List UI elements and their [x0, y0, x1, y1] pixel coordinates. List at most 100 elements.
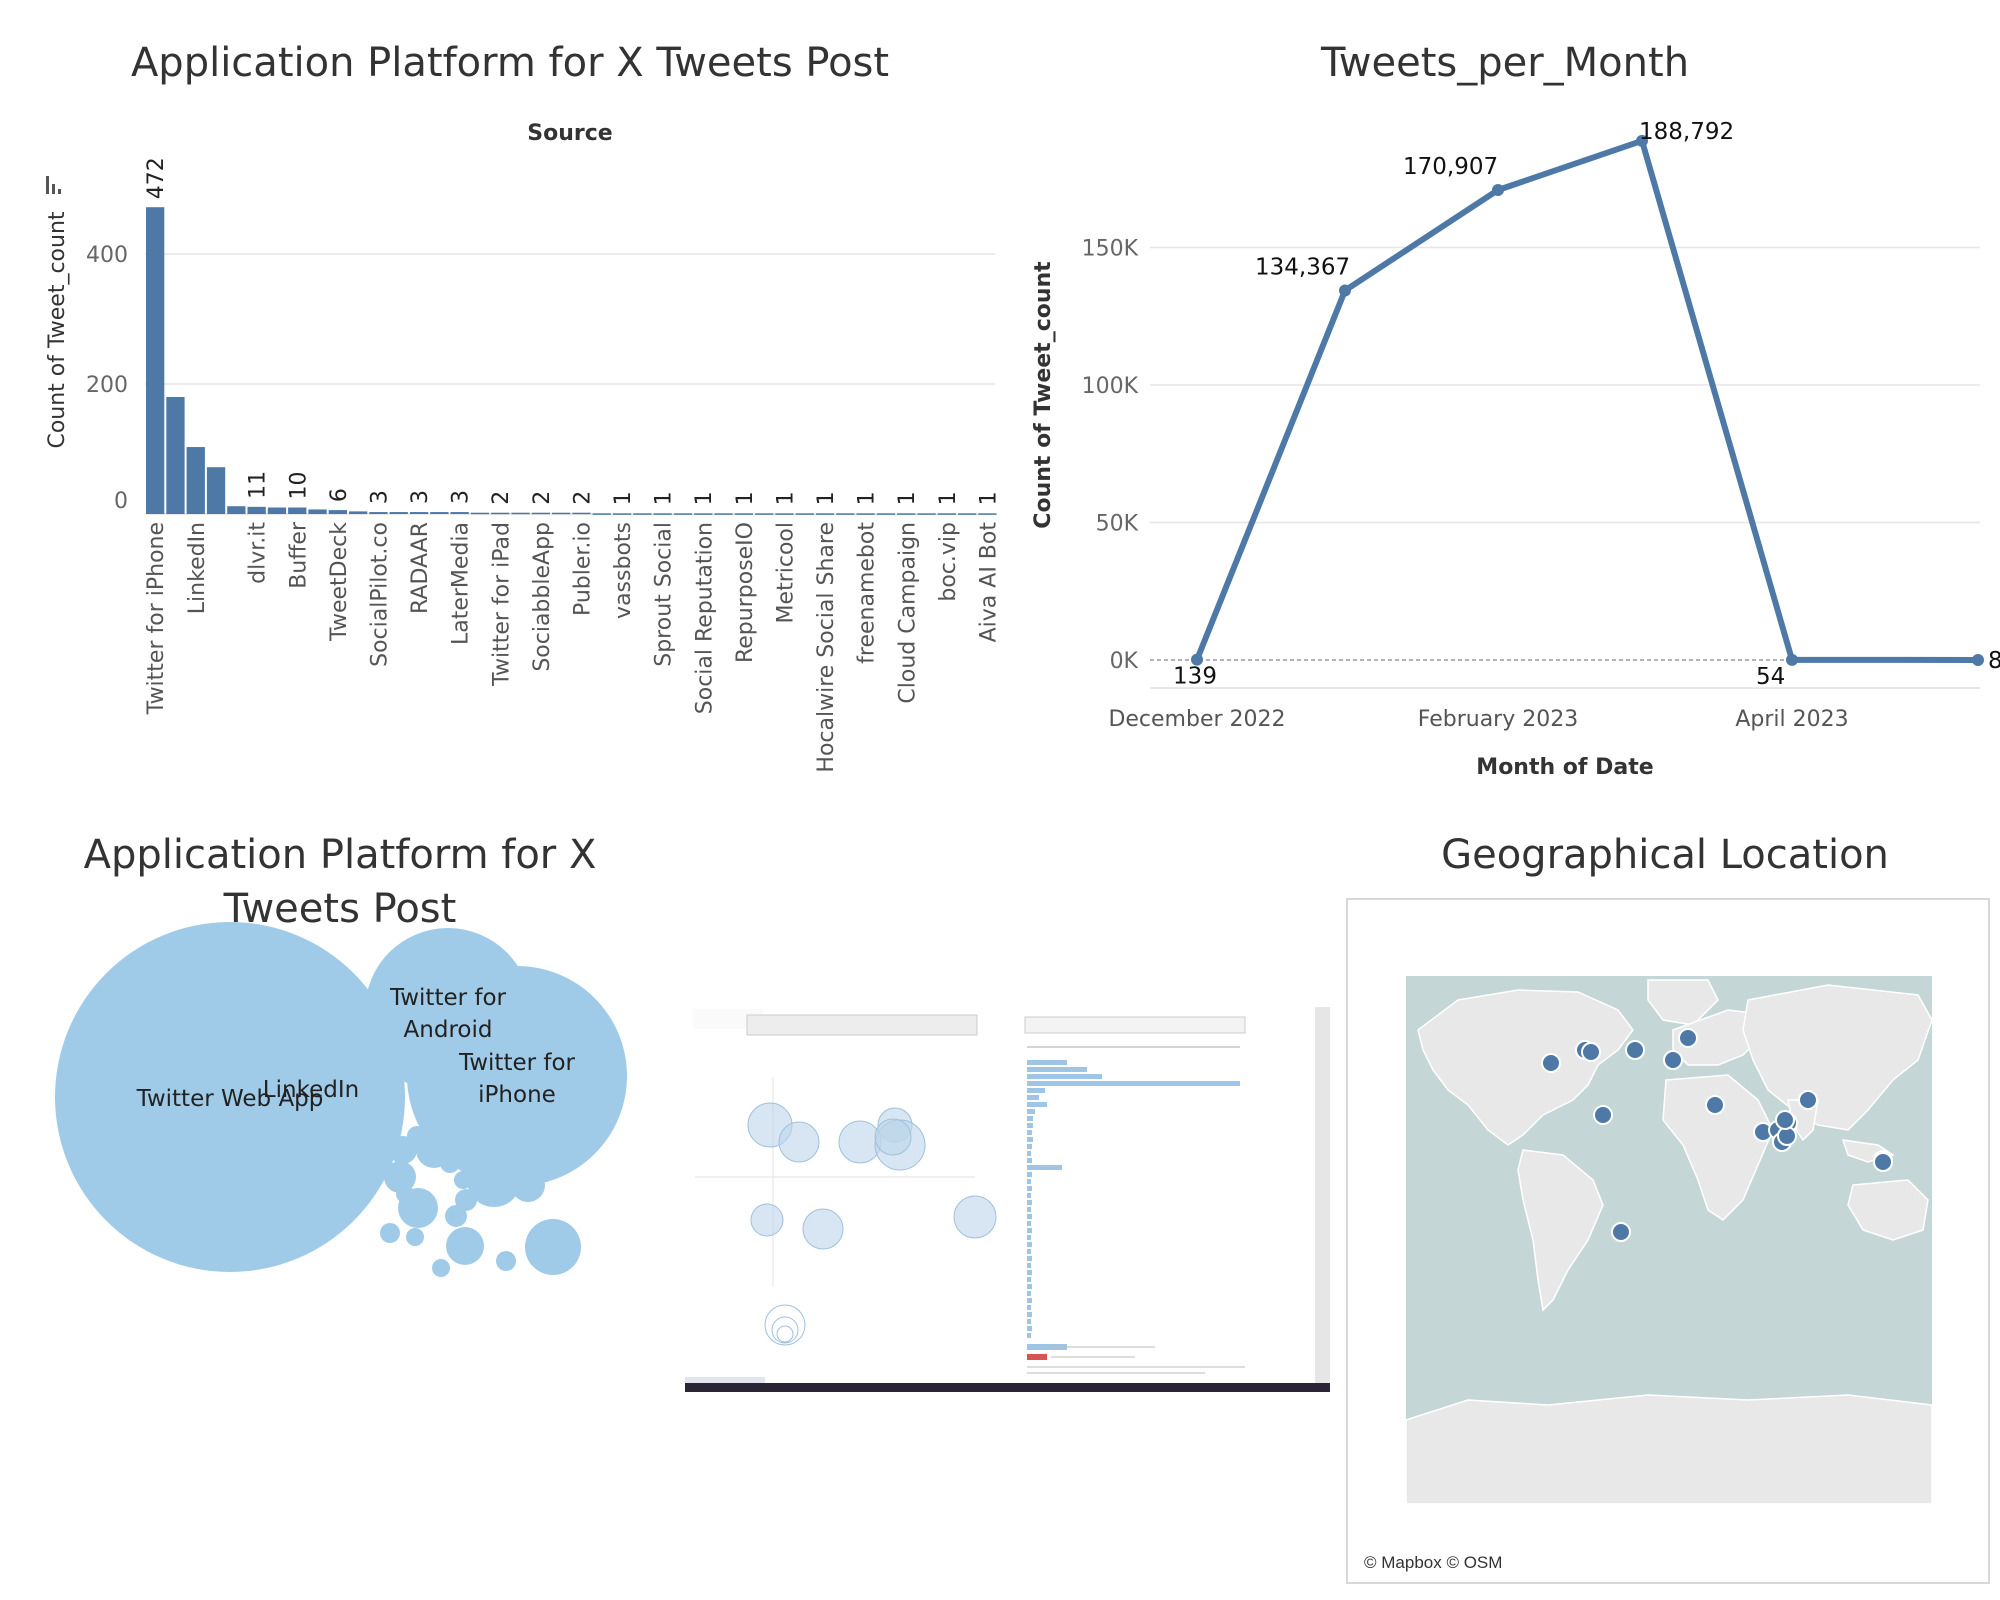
bar [673, 513, 693, 515]
x-tick-label: vassbots [611, 522, 636, 619]
sort-icon-bar [58, 189, 61, 194]
x-tick-label: Sprout Social [652, 522, 677, 667]
location-dot [1798, 1090, 1818, 1110]
source-bar-chart-panel: Application Platform for X Tweets Post S… [0, 0, 1010, 800]
point-data-label: 139 [1173, 664, 1217, 690]
geographical-location-panel: Geographical Location [1330, 800, 2000, 1600]
bar [856, 513, 875, 515]
bubble [446, 1227, 484, 1265]
bubble [454, 1171, 472, 1189]
data-point [1786, 653, 1798, 666]
bubble-label: Twitter for [458, 1050, 576, 1076]
data-point [1972, 653, 1984, 666]
y-tick-label: 50K [1096, 512, 1139, 537]
bar [755, 513, 774, 515]
bubble [445, 1205, 467, 1227]
location-dot [1611, 1222, 1631, 1242]
bar [511, 512, 530, 515]
bar [389, 512, 408, 514]
bar [734, 513, 753, 515]
source-chart-title: Application Platform for X Tweets Post [130, 40, 890, 86]
bar [146, 207, 165, 514]
bar [166, 397, 185, 514]
data-point [1339, 284, 1351, 297]
bar-data-label: 1 [773, 491, 798, 505]
bar-data-label: 1 [611, 491, 636, 505]
topic-model-screenshot [685, 1007, 1330, 1392]
bubble [475, 1132, 499, 1156]
bar [349, 511, 368, 514]
bubble [407, 1126, 427, 1146]
bar [612, 513, 632, 515]
y-tick-label: 0 [114, 489, 128, 514]
y-axis-label: Count of Tweet_count [45, 211, 70, 448]
bubble [380, 1223, 400, 1243]
x-tick-label: RADAAR [408, 522, 433, 614]
topic-model-visualization [685, 1007, 1330, 1392]
bar [328, 510, 347, 514]
bar [186, 447, 205, 514]
bar [531, 512, 550, 515]
bubble [455, 1189, 477, 1211]
x-tick-label: LaterMedia [449, 522, 474, 645]
map-credit: © Mapbox © OSM [1358, 1552, 1509, 1574]
sort-icon-bar [52, 184, 55, 194]
bar-data-label: 472 [144, 157, 169, 199]
x-tick-label: Aiva AI Bot [976, 522, 1001, 643]
bar [450, 512, 469, 514]
bar [917, 513, 936, 515]
x-tick-label: dlvr.it [246, 522, 271, 584]
x-tick-label: Twitter for iPad [489, 522, 514, 687]
map-frame[interactable]: © Mapbox © OSM [1346, 898, 1990, 1584]
bar [978, 513, 997, 515]
bar [714, 513, 733, 515]
x-tick-label: Publer.io [570, 522, 595, 616]
bubble [525, 1219, 581, 1275]
x-tick-label: Buffer [286, 521, 311, 589]
bar-data-label: 1 [652, 491, 677, 505]
location-dot [1873, 1152, 1893, 1172]
x-tick-label: Hocalwire Social Share [814, 522, 839, 773]
data-point [1191, 653, 1203, 666]
source-bubble-chart: Twitter Web App Twitter for iPhone Twitter … [55, 922, 627, 1277]
bar-data-label: 3 [367, 490, 392, 504]
y-tick-label: 200 [86, 373, 128, 398]
y-tick-label: 0K [1110, 649, 1139, 674]
x-tick-label: February 2023 [1418, 707, 1578, 732]
bar-data-label: 1 [936, 491, 961, 505]
bar [227, 506, 246, 514]
x-tick-label: Metricool [773, 522, 798, 623]
x-tick-label: SocialPilot.co [367, 522, 392, 667]
x-axis-label: Month of Date [1476, 755, 1653, 780]
bar [288, 507, 307, 514]
bar-data-label: 1 [814, 491, 839, 505]
bubble-label: iPhone [478, 1082, 556, 1108]
x-tick-label: Twitter for iPhone [144, 522, 169, 715]
bar [592, 513, 611, 515]
x-tick-label: LinkedIn [185, 522, 210, 614]
bubble [396, 1185, 414, 1203]
bar-data-label: 2 [570, 491, 595, 505]
bar [409, 512, 429, 514]
series-line [1194, 137, 1979, 663]
bubble [454, 1112, 472, 1130]
x-tick-label: December 2022 [1108, 707, 1285, 732]
bubble [365, 928, 531, 1094]
y-tick-label: 100K [1082, 374, 1139, 399]
bar [958, 513, 977, 515]
bar-data-label: 3 [449, 490, 474, 504]
location-dot [1541, 1053, 1561, 1073]
bar [653, 513, 672, 515]
bubble [496, 1251, 516, 1271]
tweets-per-month-line-chart: 0K 50K 100K 150K December 2022 February 2023 A… [1031, 119, 2000, 780]
data-point [1636, 134, 1648, 147]
bubble-chart-title-line1: Application Platform for X [83, 832, 597, 878]
location-dot [1593, 1105, 1613, 1125]
bubble [371, 1112, 397, 1138]
bubble [384, 1161, 416, 1193]
bar-data-label: 11 [246, 471, 271, 499]
bubble-label: LinkedIn [263, 1077, 359, 1103]
world-map[interactable] [1348, 900, 1988, 1582]
bubble [440, 1153, 460, 1173]
bar [267, 507, 287, 514]
